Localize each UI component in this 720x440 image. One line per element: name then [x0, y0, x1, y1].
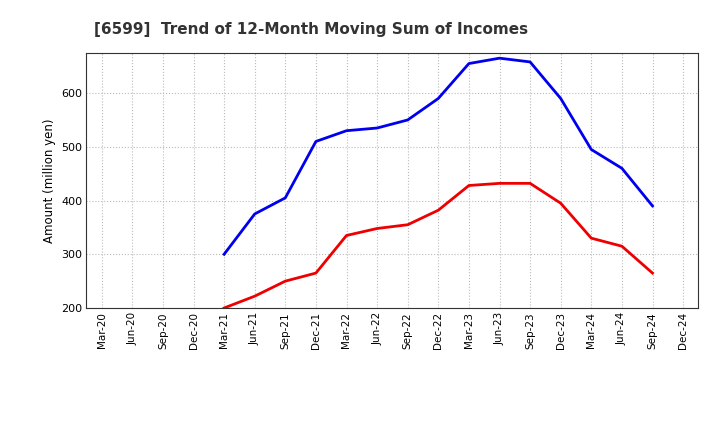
Ordinary Income: [373, 125, 382, 131]
Ordinary Income: [434, 96, 443, 101]
Ordinary Income: [312, 139, 320, 144]
Ordinary Income: [403, 117, 412, 123]
Ordinary Income: [587, 147, 595, 152]
Y-axis label: Amount (million yen): Amount (million yen): [42, 118, 55, 242]
Ordinary Income: [557, 96, 565, 101]
Ordinary Income: [648, 203, 657, 209]
Ordinary Income: [526, 59, 534, 65]
Net Income: [526, 181, 534, 186]
Ordinary Income: [618, 166, 626, 171]
Line: Net Income: Net Income: [224, 183, 652, 308]
Net Income: [403, 222, 412, 227]
Net Income: [281, 279, 289, 284]
Net Income: [464, 183, 473, 188]
Net Income: [648, 271, 657, 276]
Net Income: [434, 208, 443, 213]
Net Income: [251, 293, 259, 299]
Net Income: [495, 181, 504, 186]
Ordinary Income: [251, 211, 259, 216]
Net Income: [342, 233, 351, 238]
Ordinary Income: [342, 128, 351, 133]
Net Income: [373, 226, 382, 231]
Net Income: [587, 235, 595, 241]
Net Income: [618, 244, 626, 249]
Net Income: [557, 201, 565, 206]
Text: [6599]  Trend of 12-Month Moving Sum of Incomes: [6599] Trend of 12-Month Moving Sum of I…: [94, 22, 528, 37]
Net Income: [220, 305, 228, 311]
Ordinary Income: [220, 252, 228, 257]
Net Income: [312, 271, 320, 276]
Line: Ordinary Income: Ordinary Income: [224, 58, 652, 254]
Ordinary Income: [281, 195, 289, 201]
Ordinary Income: [495, 55, 504, 61]
Ordinary Income: [464, 61, 473, 66]
